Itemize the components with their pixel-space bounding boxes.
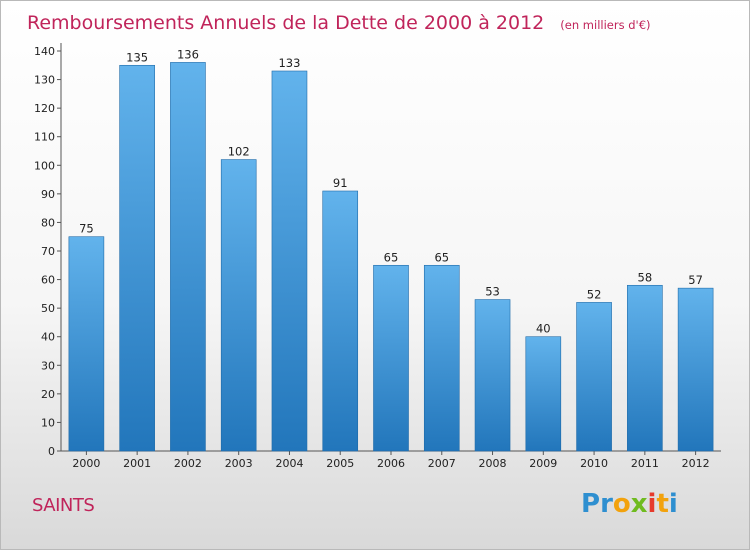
x-tick-label-2003: 2003 <box>225 457 253 470</box>
value-label-2003: 102 <box>228 145 250 159</box>
value-label-2005: 91 <box>333 176 348 190</box>
x-tick-label-2011: 2011 <box>631 457 659 470</box>
y-tick-label: 60 <box>41 274 55 287</box>
y-tick-label: 100 <box>34 159 55 172</box>
value-label-2009: 40 <box>536 322 551 336</box>
bar-2006 <box>373 264 409 452</box>
value-label-2008: 53 <box>485 285 500 299</box>
x-tick-label-2000: 2000 <box>72 457 100 470</box>
value-label-2001: 135 <box>126 50 148 64</box>
proxiti-logo: Proxiti <box>581 489 678 519</box>
value-label-2007: 65 <box>434 250 449 264</box>
bar-2003 <box>220 159 257 452</box>
chart-bars <box>68 62 714 452</box>
y-tick-label: 20 <box>41 388 55 401</box>
x-tick-label-2002: 2002 <box>174 457 202 470</box>
chart-title-main: Remboursements Annuels de la Dette de 20… <box>27 12 544 34</box>
bar-2000 <box>68 236 105 452</box>
bar-2011 <box>627 284 663 452</box>
logo-letter: i <box>647 489 657 519</box>
y-tick-label: 70 <box>41 245 55 258</box>
x-tick-label-2012: 2012 <box>682 457 710 470</box>
bar-2002 <box>170 62 206 452</box>
logo-letter: o <box>612 489 631 519</box>
bar-2008 <box>474 299 511 452</box>
value-label-2012: 57 <box>688 273 703 287</box>
y-tick-label: 30 <box>41 359 55 372</box>
y-tick-label: 50 <box>41 302 55 315</box>
value-label-2004: 133 <box>278 56 300 70</box>
x-tick-label-2005: 2005 <box>326 457 354 470</box>
chart-subtitle: (en milliers d'€) <box>560 18 650 32</box>
y-tick-label: 10 <box>41 416 55 429</box>
bar-2009 <box>525 336 562 452</box>
y-tick-label: 120 <box>34 102 55 115</box>
bar-2010 <box>576 302 612 452</box>
y-tick-label: 0 <box>48 445 55 458</box>
bar-2007 <box>423 264 460 452</box>
x-tick-label-2008: 2008 <box>479 457 507 470</box>
x-tick-label-2010: 2010 <box>580 457 608 470</box>
logo-letter: i <box>668 489 678 519</box>
bar-2004 <box>271 70 308 452</box>
y-tick-label: 130 <box>34 74 55 87</box>
x-tick-label-2001: 2001 <box>123 457 151 470</box>
chart-axes: 0 10 20 30 40 50 60 70 80 90 100 110 120 130 140 2000 20… <box>34 43 721 470</box>
y-tick-label: 110 <box>34 131 55 144</box>
value-label-2006: 65 <box>384 250 399 264</box>
bar-2005 <box>322 190 359 452</box>
value-label-2011: 58 <box>638 270 653 284</box>
y-tick-label: 140 <box>34 45 55 58</box>
value-label-2002: 136 <box>177 47 199 61</box>
value-label-2000: 75 <box>79 222 94 236</box>
bar-2012 <box>677 287 714 452</box>
logo-letter: t <box>656 489 669 519</box>
x-tick-label-2007: 2007 <box>428 457 456 470</box>
logo-letter: P <box>581 489 601 519</box>
chart-value-labels: 75 135 136 102 133 91 65 65 53 40 52 58 57 <box>79 47 703 335</box>
x-tick-label-2004: 2004 <box>275 457 303 470</box>
logo-letter: r <box>600 489 613 519</box>
bar-2001 <box>119 64 155 452</box>
y-tick-label: 80 <box>41 216 55 229</box>
y-tick-label: 90 <box>41 188 55 201</box>
value-label-2010: 52 <box>587 287 602 301</box>
x-tick-label-2009: 2009 <box>529 457 557 470</box>
y-tick-label: 40 <box>41 331 55 344</box>
place-name: SAINTS <box>32 495 95 516</box>
chart-title: Remboursements Annuels de la Dette de 20… <box>27 12 651 34</box>
x-tick-label-2006: 2006 <box>377 457 405 470</box>
logo-letter: x <box>630 489 648 519</box>
